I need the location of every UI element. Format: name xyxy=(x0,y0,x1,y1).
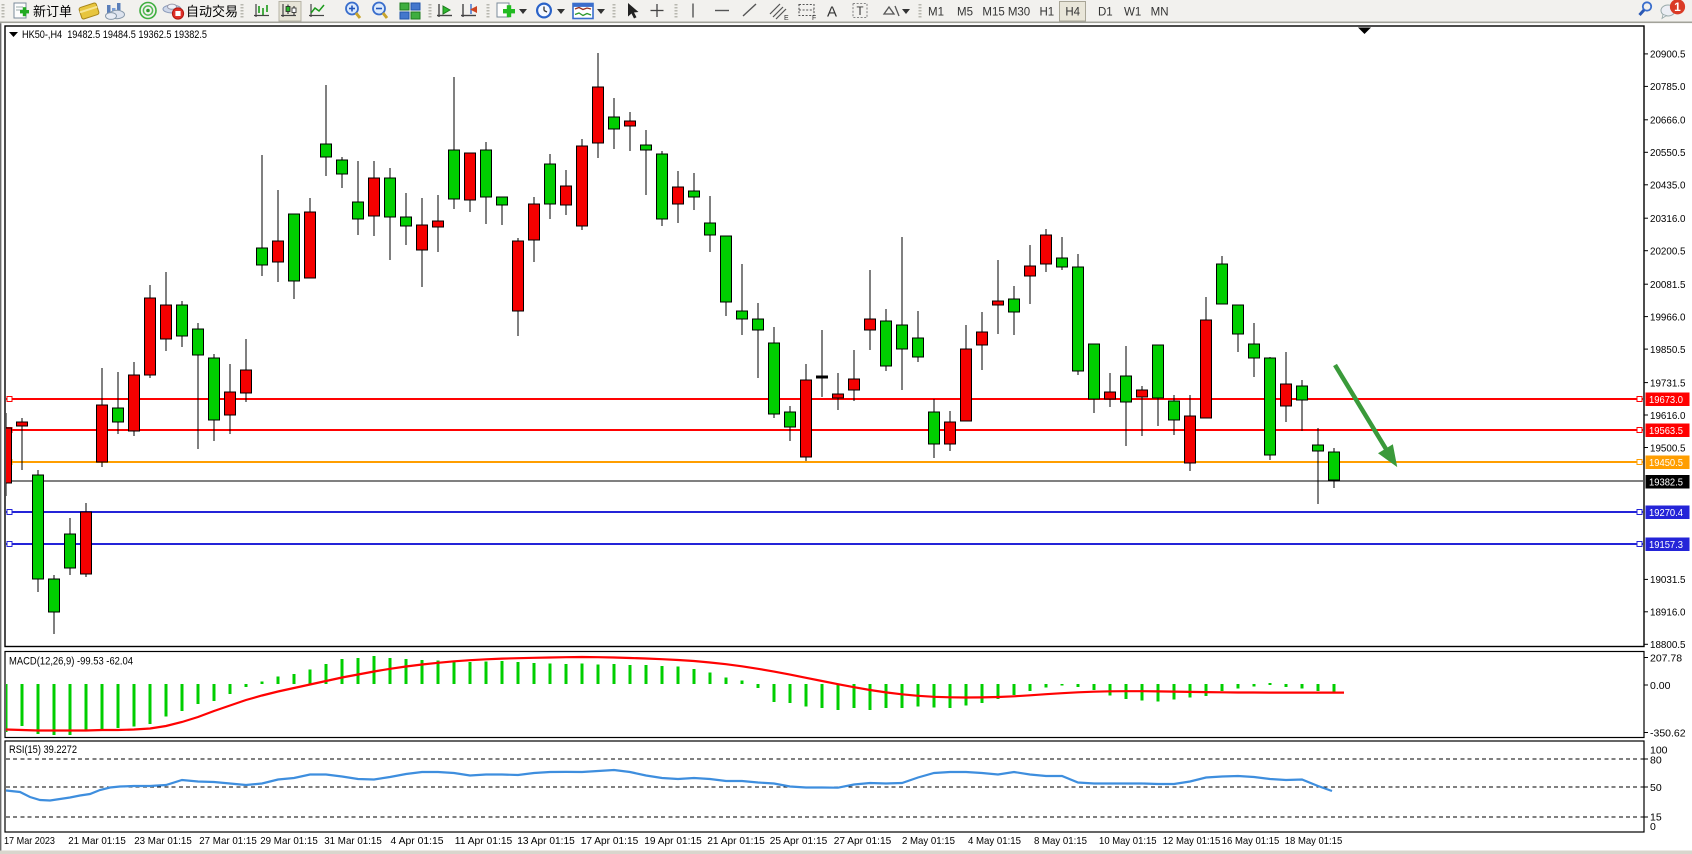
svg-text:31 Mar 01:15: 31 Mar 01:15 xyxy=(324,836,382,847)
svg-text:19500.5: 19500.5 xyxy=(1650,442,1686,454)
svg-text:10 May 01:15: 10 May 01:15 xyxy=(1099,836,1157,847)
svg-text:20785.0: 20785.0 xyxy=(1650,81,1686,93)
svg-text:20316.0: 20316.0 xyxy=(1650,213,1686,225)
svg-text:E: E xyxy=(784,15,789,22)
svg-text:MACD(12,26,9) -99.53 -62.04: MACD(12,26,9) -99.53 -62.04 xyxy=(9,656,133,668)
svg-text:0: 0 xyxy=(1650,821,1656,833)
svg-text:15: 15 xyxy=(1650,811,1662,823)
svg-text:20200.5: 20200.5 xyxy=(1650,246,1686,258)
svg-text:19731.5: 19731.5 xyxy=(1650,377,1686,389)
svg-text:20666.0: 20666.0 xyxy=(1650,115,1686,127)
svg-text:20550.5: 20550.5 xyxy=(1650,147,1686,159)
svg-text:12 May 01:15: 12 May 01:15 xyxy=(1163,836,1221,847)
svg-text:100: 100 xyxy=(1650,744,1668,756)
svg-text:19563.5: 19563.5 xyxy=(1649,425,1683,437)
svg-text:MN: MN xyxy=(1151,7,1169,19)
svg-text:M15: M15 xyxy=(982,7,1004,19)
svg-text:19157.3: 19157.3 xyxy=(1649,539,1683,551)
svg-text:M5: M5 xyxy=(957,7,973,19)
svg-text:19966.0: 19966.0 xyxy=(1650,311,1686,323)
svg-text:19616.0: 19616.0 xyxy=(1650,410,1686,422)
svg-text:13 Apr 01:15: 13 Apr 01:15 xyxy=(517,836,575,847)
svg-text:27 Apr 01:15: 27 Apr 01:15 xyxy=(834,836,892,847)
svg-text:27 Mar 01:15: 27 Mar 01:15 xyxy=(199,836,257,847)
svg-text:23 Mar 01:15: 23 Mar 01:15 xyxy=(134,836,192,847)
svg-text:18 May 01:15: 18 May 01:15 xyxy=(1285,836,1343,847)
svg-text:17 Apr 01:15: 17 Apr 01:15 xyxy=(581,836,639,847)
svg-text:29 Mar 01:15: 29 Mar 01:15 xyxy=(260,836,318,847)
svg-text:RSI(15) 39.2272: RSI(15) 39.2272 xyxy=(9,744,77,756)
svg-text:W1: W1 xyxy=(1124,7,1141,19)
svg-text:新订单: 新订单 xyxy=(33,4,72,19)
svg-text:0.00: 0.00 xyxy=(1650,680,1671,692)
svg-text:19673.0: 19673.0 xyxy=(1649,394,1683,406)
svg-text:19450.5: 19450.5 xyxy=(1649,457,1683,469)
svg-text:A: A xyxy=(827,4,837,21)
svg-text:D1: D1 xyxy=(1098,7,1113,19)
svg-text:50: 50 xyxy=(1650,782,1662,794)
svg-text:18800.5: 18800.5 xyxy=(1650,639,1686,651)
svg-text:自动交易: 自动交易 xyxy=(186,4,238,19)
svg-text:19382.5: 19382.5 xyxy=(1649,476,1683,488)
svg-text:80: 80 xyxy=(1650,754,1662,766)
svg-text:21 Apr 01:15: 21 Apr 01:15 xyxy=(707,836,765,847)
svg-text:HK50-,H4 19482.5 19484.5 1936: HK50-,H4 19482.5 19484.5 19362.5 19382.5 xyxy=(22,29,207,41)
svg-text:17 Mar 2023: 17 Mar 2023 xyxy=(4,836,55,847)
svg-text:4 May 01:15: 4 May 01:15 xyxy=(968,836,1021,847)
svg-text:-350.62: -350.62 xyxy=(1650,727,1686,739)
svg-text:F: F xyxy=(812,15,816,22)
svg-text:19 Apr 01:15: 19 Apr 01:15 xyxy=(644,836,702,847)
svg-text:M1: M1 xyxy=(928,7,944,19)
svg-text:20435.0: 20435.0 xyxy=(1650,180,1686,192)
svg-text:207.78: 207.78 xyxy=(1650,652,1682,664)
svg-text:M30: M30 xyxy=(1008,7,1030,19)
svg-text:19850.5: 19850.5 xyxy=(1650,344,1686,356)
svg-text:1: 1 xyxy=(1674,0,1681,14)
svg-text:25 Apr 01:15: 25 Apr 01:15 xyxy=(770,836,828,847)
svg-text:H1: H1 xyxy=(1039,7,1054,19)
svg-text:20900.5: 20900.5 xyxy=(1650,49,1686,61)
svg-text:4 Apr 01:15: 4 Apr 01:15 xyxy=(391,836,444,847)
svg-text:T: T xyxy=(857,6,864,18)
svg-text:18916.0: 18916.0 xyxy=(1650,607,1686,619)
svg-text:2 May 01:15: 2 May 01:15 xyxy=(902,836,955,847)
svg-text:8 May 01:15: 8 May 01:15 xyxy=(1034,836,1087,847)
svg-text:21 Mar 01:15: 21 Mar 01:15 xyxy=(68,836,126,847)
svg-text:19270.4: 19270.4 xyxy=(1649,507,1683,519)
svg-text:11 Apr 01:15: 11 Apr 01:15 xyxy=(455,836,513,847)
svg-text:19031.5: 19031.5 xyxy=(1650,574,1686,586)
svg-text:16 May 01:15: 16 May 01:15 xyxy=(1222,836,1280,847)
svg-text:H4: H4 xyxy=(1065,7,1080,19)
svg-text:20081.5: 20081.5 xyxy=(1650,279,1686,291)
